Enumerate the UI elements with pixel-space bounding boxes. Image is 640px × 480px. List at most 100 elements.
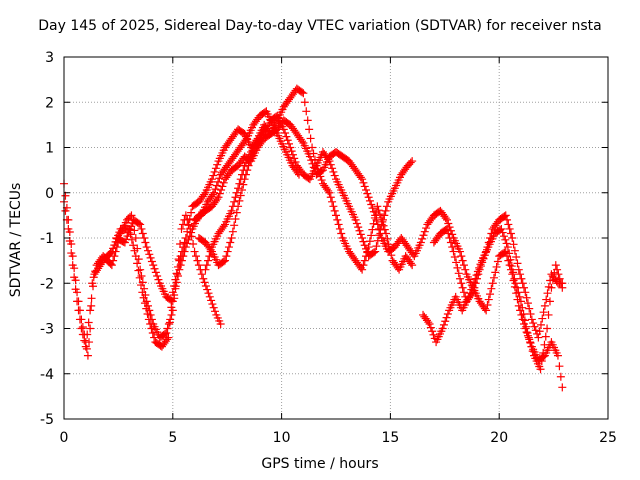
data-point [467,290,476,299]
data-point [136,265,145,274]
data-point [149,261,158,270]
data-point [524,333,533,342]
data-point [517,310,526,319]
data-point [475,265,484,274]
data-point [375,231,384,240]
data-point [446,238,455,247]
data-point [87,301,96,310]
data-point [80,336,89,345]
data-point [471,279,480,288]
data-point [515,292,524,301]
data-point [514,265,523,274]
data-point [530,322,539,331]
data-point [260,125,269,134]
data-point [127,211,136,220]
y-tick-label: -1 [40,231,54,247]
data-point [529,319,538,328]
data-point [299,89,308,98]
data-point [368,204,377,213]
data-point [67,249,76,258]
data-point [476,262,485,271]
data-point [326,193,335,202]
data-point [219,222,228,231]
y-tick-label: -5 [40,412,54,428]
data-point [510,282,519,291]
data-point [539,308,548,317]
data-point [419,231,428,240]
data-point [208,190,217,199]
data-point [381,206,390,215]
data-point [454,269,463,278]
y-tick-label: 2 [45,95,54,111]
data-point [429,330,438,339]
data-point [406,158,415,167]
data-point [543,289,552,298]
data-point [453,263,462,272]
data-point [367,231,376,240]
series-trace-6 [194,125,269,270]
data-point [365,196,374,205]
data-point [522,293,531,302]
data-point [78,322,87,331]
data-point [542,295,551,304]
data-point [148,329,157,338]
data-point [541,332,550,341]
data-point [352,219,361,228]
data-point [358,234,367,242]
data-point [305,152,314,161]
data-point [308,159,317,168]
data-point [498,228,507,237]
data-point [442,215,451,224]
data-point [516,297,525,306]
data-point [83,330,92,339]
data-point [308,143,317,152]
data-point [469,288,478,297]
data-point [526,310,535,319]
data-point [534,333,543,342]
data-point [360,241,369,250]
data-point [181,243,190,252]
data-point [408,157,417,166]
data-point [170,291,179,300]
data-point [160,329,169,338]
data-point [356,173,365,182]
data-point [450,253,459,262]
data-point [551,261,560,270]
data-point [150,264,159,273]
data-point [130,226,139,235]
data-point [408,261,417,270]
data-point [330,171,339,180]
data-point [536,320,545,329]
data-point [153,272,162,281]
data-point [521,324,530,333]
data-point [146,319,155,328]
data-point [200,190,209,199]
y-tick-label: -4 [40,367,54,383]
data-point [514,288,523,297]
data-point [234,184,243,193]
data-point [359,261,368,270]
data-point [167,303,176,312]
data-point [416,238,425,247]
x-tick-label: 20 [490,430,508,446]
data-point [201,265,210,274]
data-point [87,294,96,303]
data-point [70,273,79,282]
data-point [134,219,143,228]
data-point [538,314,547,323]
data-point [506,255,515,264]
data-point [507,262,516,271]
data-point [376,225,385,234]
data-point [300,98,309,107]
data-point [219,178,228,187]
data-point [328,197,337,206]
data-point [131,252,140,261]
x-tick-label: 25 [599,430,617,446]
data-point [284,139,293,148]
data-point [444,219,453,228]
data-point [177,224,186,233]
data-point [230,197,239,206]
data-point [325,188,334,197]
data-point [150,333,159,342]
data-point [307,156,316,165]
